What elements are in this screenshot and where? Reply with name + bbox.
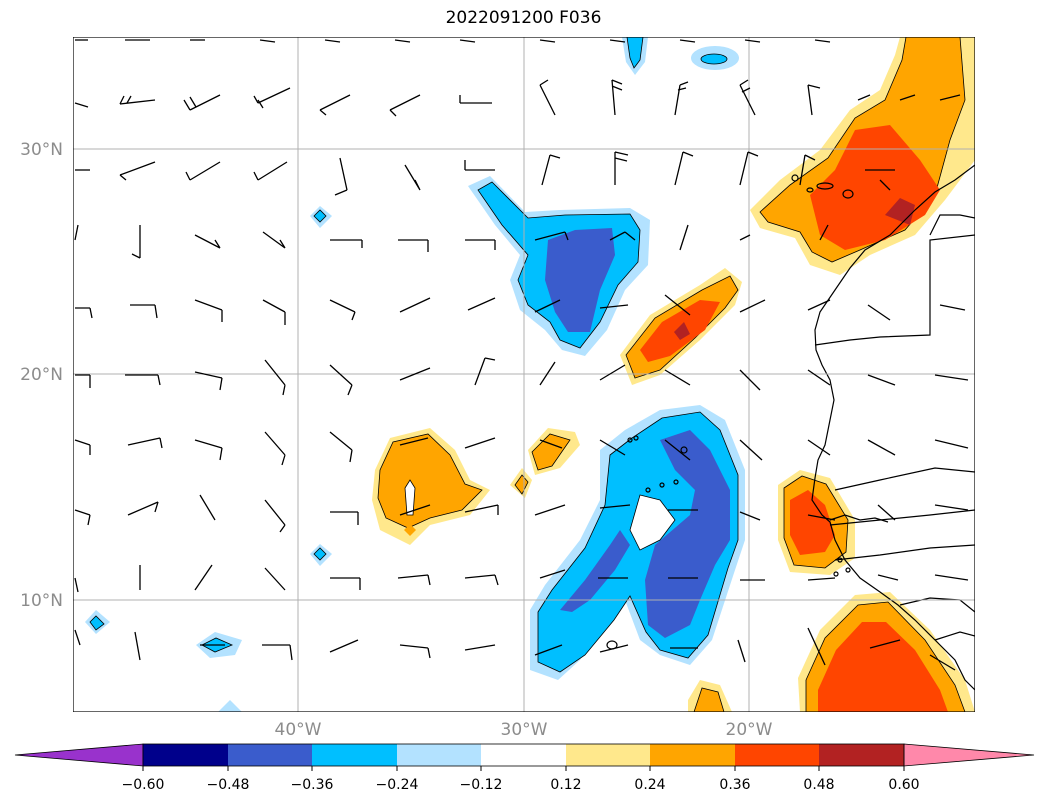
colorbar: −0.60 −0.48 −0.36 −0.24 −0.12 0.12 0.24 … (14, 743, 1035, 793)
colorbar-tick-label: −0.24 (376, 777, 419, 793)
wind-barbs (74, 39, 969, 671)
negative-anomaly-north (468, 176, 650, 356)
colorbar-segment (228, 744, 312, 766)
lon-label-20w: 20°W (726, 720, 773, 740)
small-positive-features (510, 428, 732, 712)
colorbar-tick-label: 0.12 (550, 777, 581, 793)
map-area (73, 37, 975, 712)
colorbar-segment (735, 744, 819, 766)
colorbar-extend-high (903, 743, 1035, 767)
colorbar-segment (566, 744, 650, 766)
colorbar-extend-low (14, 743, 144, 767)
colorbar-tick-label: 0.48 (803, 777, 834, 793)
colorbar-segment (143, 744, 228, 766)
colorbar-segment (819, 744, 904, 766)
coastlines (606, 164, 975, 691)
colorbar-segment (397, 744, 481, 766)
positive-anomaly-senegal (778, 470, 855, 575)
positive-anomaly-southeast (798, 592, 975, 712)
colorbar-tick-label: −0.48 (207, 777, 250, 793)
positive-anomaly-central (620, 268, 742, 385)
negative-anomaly-south (530, 405, 745, 680)
colorbar-tick-label: −0.36 (291, 777, 334, 793)
colorbar-segment (312, 744, 397, 766)
positive-anomaly-west (372, 428, 490, 545)
lat-label-20n: 20°N (20, 365, 63, 385)
lon-label-30w: 30°W (501, 720, 548, 740)
colorbar-segment (481, 744, 566, 766)
colorbar-tick-label: −0.12 (460, 777, 503, 793)
colorbar-segment (650, 744, 735, 766)
lat-label-30n: 30°N (20, 140, 63, 160)
lon-label-40w: 40°W (275, 720, 322, 740)
colorbar-tick-label: 0.60 (888, 777, 919, 793)
colorbar-tick-label: −0.60 (122, 777, 165, 793)
lat-label-10n: 10°N (20, 591, 63, 611)
colorbar-tick-label: 0.36 (719, 777, 750, 793)
colorbar-tick-label: 0.24 (634, 777, 665, 793)
map-title: 2022091200 F036 (445, 8, 602, 28)
latitude-labels: 30°N 20°N 10°N (20, 140, 63, 611)
gridlines (73, 37, 975, 712)
longitude-labels: 40°W 30°W 20°W (275, 720, 773, 740)
